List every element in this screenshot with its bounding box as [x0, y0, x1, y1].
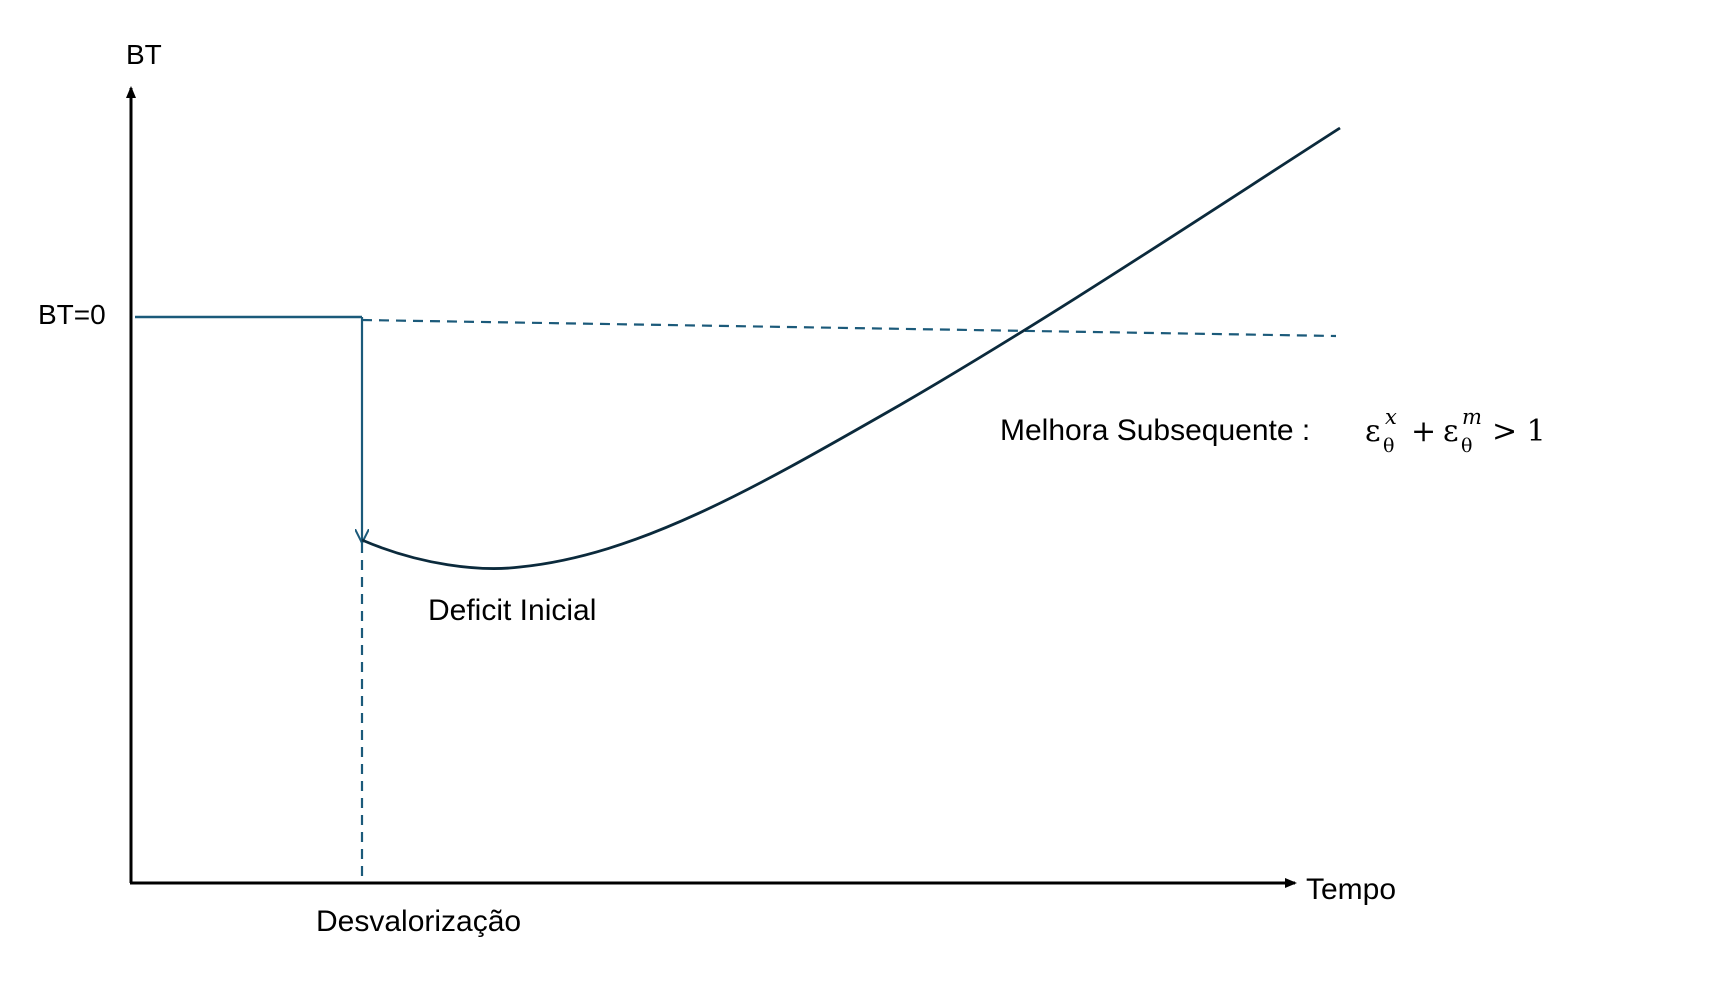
epsilon-m-superscript: m	[1462, 405, 1482, 429]
epsilon-x-superscript: x	[1385, 405, 1397, 429]
improvement-label: Melhora Subsequente :	[1000, 414, 1310, 447]
epsilon-m-symbol: ε	[1443, 414, 1459, 449]
epsilon-m-subscript: θ	[1461, 435, 1472, 457]
greater-than-one: > 1	[1492, 414, 1546, 449]
initial-deficit-label: Deficit Inicial	[428, 594, 596, 627]
devaluation-label: Desvalorização	[316, 905, 521, 938]
epsilon-x-subscript: θ	[1383, 435, 1394, 457]
x-axis-label: Tempo	[1306, 873, 1396, 906]
marshall-lerner-condition: ε θ x + ε θ m > 1	[1365, 405, 1546, 457]
plus-sign: +	[1411, 414, 1436, 449]
baseline-dashed	[361, 318, 1337, 338]
epsilon-x-symbol: ε	[1365, 414, 1381, 449]
j-curve	[361, 126, 1341, 570]
baseline-label: BT=0	[38, 299, 106, 330]
y-axis-label: BT	[126, 39, 162, 70]
